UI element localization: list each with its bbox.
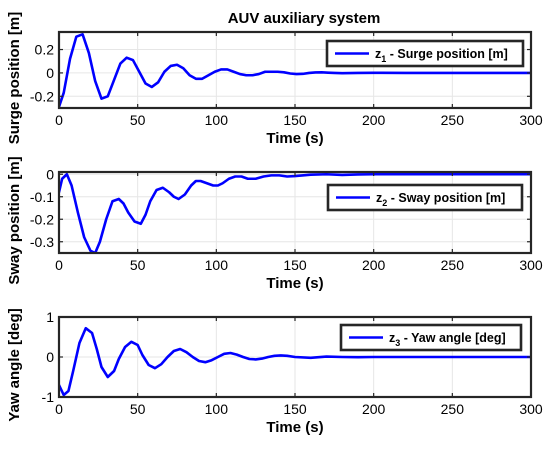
axes-box xyxy=(57,170,533,255)
legend-label-subscript: 1 xyxy=(381,54,386,64)
legend-label-text: - Surge position [m] xyxy=(386,47,508,61)
x-axis-label: Time (s) xyxy=(266,275,323,292)
y-axis-label: Surge position [m] xyxy=(6,12,23,145)
x-tick-label: 50 xyxy=(130,401,146,417)
panel-2: 0 50 100 150 200 250 300 -0.3 -0.2 -0.1 0 Time (s) S… xyxy=(6,156,543,292)
axes-box xyxy=(57,315,533,399)
legend-label: z3 - Yaw angle [deg] xyxy=(389,331,506,348)
x-tick-label: 150 xyxy=(283,401,307,417)
x-axis-label: Time (s) xyxy=(266,419,323,436)
y-tick-label: 0.2 xyxy=(35,42,55,58)
legend-label-subscript: 2 xyxy=(382,198,387,208)
x-tick-label: 200 xyxy=(362,112,386,128)
x-tick-label: 300 xyxy=(519,257,543,273)
legend-label: z2 - Sway position [m] xyxy=(376,191,505,208)
y-tick-label: -0.2 xyxy=(30,211,54,227)
x-tick-label: 300 xyxy=(519,401,543,417)
x-tick-label: 250 xyxy=(441,112,465,128)
y-tick-label: 0 xyxy=(46,349,54,365)
axes-box xyxy=(57,30,533,110)
legend-label-text: - Yaw angle [deg] xyxy=(400,331,505,345)
x-axis-label: Time (s) xyxy=(266,130,323,147)
figure-title: AUV auxiliary system xyxy=(228,10,381,27)
y-tick-label: -0.2 xyxy=(30,88,54,104)
x-tick-label: 0 xyxy=(55,401,63,417)
legend: z1 - Surge position [m] xyxy=(325,39,525,68)
legend: z2 - Sway position [m] xyxy=(326,183,524,212)
x-tick-label: 0 xyxy=(55,112,63,128)
y-tick-label: 0 xyxy=(46,166,54,182)
x-tick-label: 100 xyxy=(205,257,229,273)
series-line-1 xyxy=(59,33,531,108)
x-tick-label: 50 xyxy=(130,257,146,273)
y-tick-label: -0.1 xyxy=(30,189,54,205)
x-tick-label: 100 xyxy=(205,112,229,128)
legend-label-text: - Sway position [m] xyxy=(387,191,505,205)
series-line-1 xyxy=(59,326,531,397)
x-tick-label: 250 xyxy=(441,257,465,273)
x-tick-label: 300 xyxy=(519,112,543,128)
legend-label-base: z xyxy=(376,191,382,205)
y-tick-label: 0 xyxy=(46,65,54,81)
x-tick-label: 200 xyxy=(362,257,386,273)
y-tick-label: -1 xyxy=(42,389,55,405)
legend: z3 - Yaw angle [deg] xyxy=(339,323,523,352)
x-tick-label: 250 xyxy=(441,401,465,417)
y-axis-label: Yaw angle [deg] xyxy=(6,308,23,421)
y-tick-label: 1 xyxy=(46,309,54,325)
series-line-1 xyxy=(59,172,531,253)
x-tick-label: 50 xyxy=(130,112,146,128)
y-axis-label: Sway position [m] xyxy=(6,156,23,284)
legend-label-base: z xyxy=(375,47,381,61)
legend-label: z1 - Surge position [m] xyxy=(375,47,508,64)
x-tick-label: 150 xyxy=(283,257,307,273)
legend-label-base: z xyxy=(389,331,395,345)
legend-label-subscript: 3 xyxy=(395,338,400,348)
x-tick-label: 0 xyxy=(55,257,63,273)
y-tick-label: -0.3 xyxy=(30,234,54,250)
x-tick-label: 150 xyxy=(283,112,307,128)
x-tick-label: 100 xyxy=(205,401,229,417)
x-tick-label: 200 xyxy=(362,401,386,417)
